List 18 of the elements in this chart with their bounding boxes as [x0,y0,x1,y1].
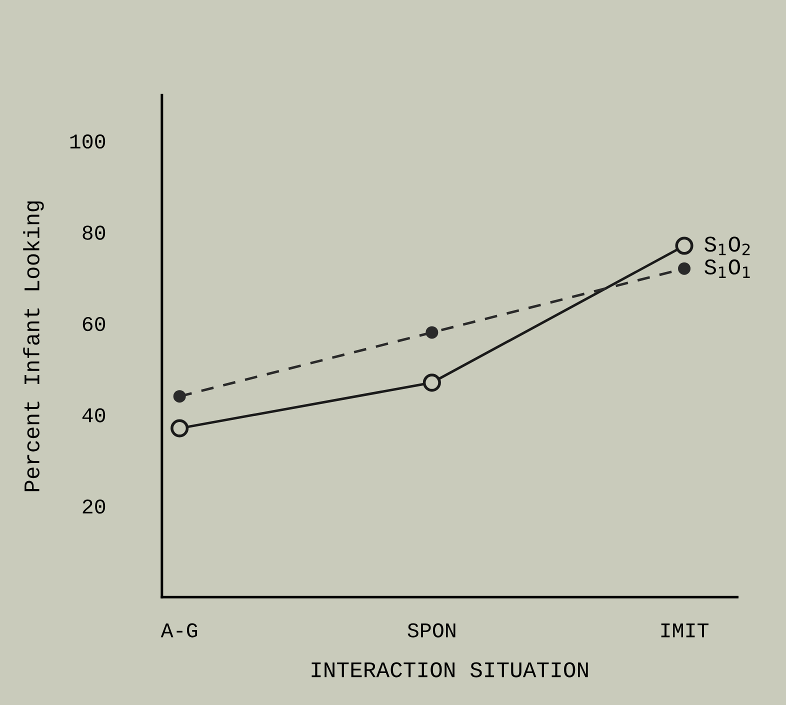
series-label: S$_{1}$O$_{2}$ [704,236,750,256]
x-tick-label: SPON [408,623,456,638]
point [170,419,189,438]
y-tick-label: 20 [82,499,106,514]
y-tick-label: 40 [82,408,106,422]
y-tick-label: 80 [82,226,106,240]
point [678,262,691,275]
point [422,374,441,392]
x-tick-label: IMIT [661,624,708,638]
y-tick-label: 100 [70,134,106,149]
series-label: S$_{1}$O$_{1}$ [704,259,750,278]
y-tick-label: 60 [82,316,106,332]
x-tick-label: A-G [160,623,198,638]
x-axis-title: INTERACTION SITUATION [312,662,588,678]
point [675,236,694,255]
point [426,326,438,339]
y-axis-title: Percent Infant Looking [23,201,44,492]
point [173,390,186,403]
